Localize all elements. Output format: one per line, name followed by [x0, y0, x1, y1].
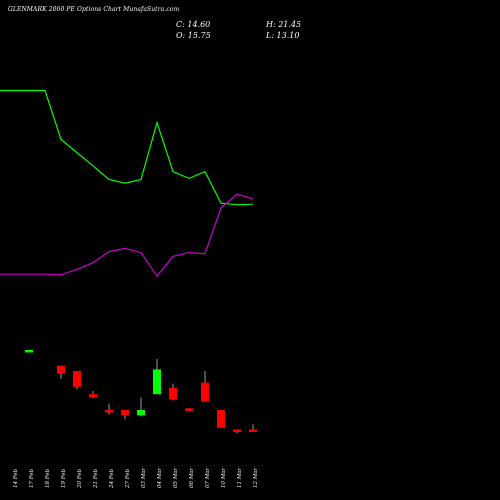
- candle-body: [121, 410, 129, 416]
- x-tick-label: 21 Feb: [93, 468, 99, 489]
- x-tick-label: 12 Mar: [253, 467, 259, 488]
- candle-body: [153, 369, 161, 395]
- x-tick-label: 07 Mar: [205, 467, 211, 488]
- candle-body: [185, 408, 193, 411]
- x-tick-label: 27 Feb: [125, 468, 131, 489]
- x-tick-label: 19 Feb: [61, 468, 67, 488]
- candle-body: [73, 371, 81, 387]
- x-tick-label: 10 Mar: [221, 467, 227, 488]
- candle-body: [25, 350, 33, 353]
- x-tick-label: 05 Mar: [173, 467, 179, 488]
- chart-title: GLENMARK 2060 PE Options Chart MunafaSut…: [8, 6, 180, 13]
- x-tick-label: 24 Feb: [109, 468, 115, 489]
- low-value: L: 13.10: [266, 31, 300, 40]
- open-value: O: 15.75: [176, 31, 211, 40]
- candle-body: [249, 429, 257, 432]
- x-tick-label: 14 Feb: [13, 468, 19, 488]
- close-value: C: 14.60: [176, 20, 211, 29]
- candle-body: [57, 365, 65, 374]
- green-indicator-line: [0, 89, 254, 206]
- candle-body: [105, 410, 113, 413]
- x-tick-label: 04 Mar: [157, 467, 163, 488]
- x-tick-label: 06 Mar: [189, 467, 195, 488]
- x-tick-label: 17 Feb: [29, 468, 35, 488]
- candle-body: [201, 382, 209, 402]
- high-value: H: 21.45: [266, 20, 302, 29]
- candle-body: [217, 410, 225, 428]
- candle-body: [137, 410, 145, 416]
- x-tick-label: 11 Mar: [237, 467, 243, 488]
- x-tick-label: 03 Mar: [141, 467, 147, 488]
- magenta-indicator-line: [0, 193, 254, 278]
- candle-body: [233, 429, 241, 433]
- candle-body: [169, 387, 177, 400]
- x-tick-label: 18 Feb: [45, 468, 51, 488]
- candle-body: [89, 394, 97, 398]
- x-tick-label: 20 Feb: [77, 468, 83, 489]
